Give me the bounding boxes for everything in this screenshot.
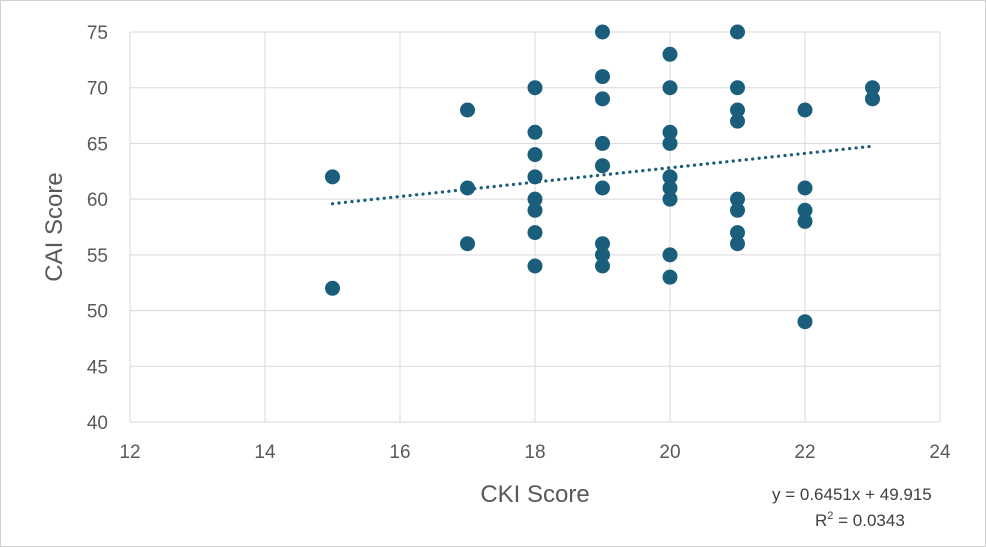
data-point [662, 191, 678, 207]
data-point [460, 180, 475, 196]
y-tick-label: 55 [87, 246, 108, 267]
y-tick-label: 60 [87, 190, 108, 211]
y-axis-ticks: 40 45 50 55 60 65 70 75 [87, 23, 108, 434]
data-point [595, 158, 610, 174]
data-point [527, 80, 543, 96]
data-point [595, 236, 610, 252]
y-tick-label: 45 [87, 357, 108, 378]
y-tick-label: 70 [87, 79, 108, 100]
data-point [595, 24, 610, 40]
data-point [730, 113, 745, 129]
data-point [662, 135, 678, 151]
data-point [730, 191, 745, 207]
data-point [797, 202, 813, 218]
data-point [325, 169, 340, 185]
y-tick-label: 40 [87, 413, 108, 434]
data-point [730, 236, 745, 252]
data-point [595, 69, 610, 85]
data-point [527, 225, 543, 241]
data-point [595, 258, 610, 274]
x-tick-label: 12 [119, 442, 140, 463]
data-point [662, 169, 678, 185]
data-point [797, 213, 813, 229]
data-point [865, 91, 880, 107]
y-tick-label: 75 [87, 23, 108, 44]
data-point [797, 102, 813, 118]
x-tick-label: 24 [929, 442, 951, 463]
data-point [595, 180, 610, 196]
data-point [527, 202, 543, 218]
x-tick-label: 14 [254, 442, 276, 463]
data-point [865, 80, 880, 96]
data-point [460, 236, 475, 252]
data-point [325, 280, 340, 296]
trendline-equation: y = 0.6451x + 49.915 [772, 485, 932, 504]
data-point [662, 46, 678, 62]
trendline-group [330, 144, 875, 206]
data-point [595, 135, 610, 151]
trendline [330, 144, 875, 206]
data-point [730, 80, 745, 96]
data-points [325, 24, 880, 330]
data-point [662, 80, 678, 96]
x-axis-title: CKI Score [480, 481, 589, 508]
data-point [730, 102, 745, 118]
x-tick-label: 20 [659, 442, 680, 463]
y-axis-title: CAI Score [41, 172, 68, 281]
y-tick-label: 65 [87, 134, 108, 155]
data-point [662, 269, 678, 285]
x-tick-label: 22 [794, 442, 815, 463]
data-point [730, 24, 745, 40]
data-point [662, 180, 678, 196]
data-point [527, 124, 543, 140]
data-point [527, 169, 543, 185]
data-point [595, 91, 610, 107]
data-point [730, 202, 745, 218]
x-tick-label: 18 [524, 442, 545, 463]
r2-exponent: 2 [827, 510, 833, 522]
trendline-r-squared: R2 = 0.0343 [815, 510, 905, 530]
x-tick-label: 16 [389, 442, 410, 463]
data-point [662, 247, 678, 263]
data-point [797, 180, 813, 196]
r2-value: = 0.0343 [833, 511, 904, 530]
gridlines [129, 31, 941, 423]
data-point [595, 247, 610, 263]
data-point [527, 191, 543, 207]
data-point [527, 258, 543, 274]
data-point [797, 314, 813, 330]
data-point [730, 225, 745, 241]
r2-prefix: R [815, 511, 827, 530]
data-point [527, 147, 543, 163]
data-point [662, 124, 678, 140]
x-axis-ticks: 12 14 16 18 20 22 24 [119, 442, 951, 463]
y-tick-label: 50 [87, 302, 108, 323]
data-point [460, 102, 475, 118]
